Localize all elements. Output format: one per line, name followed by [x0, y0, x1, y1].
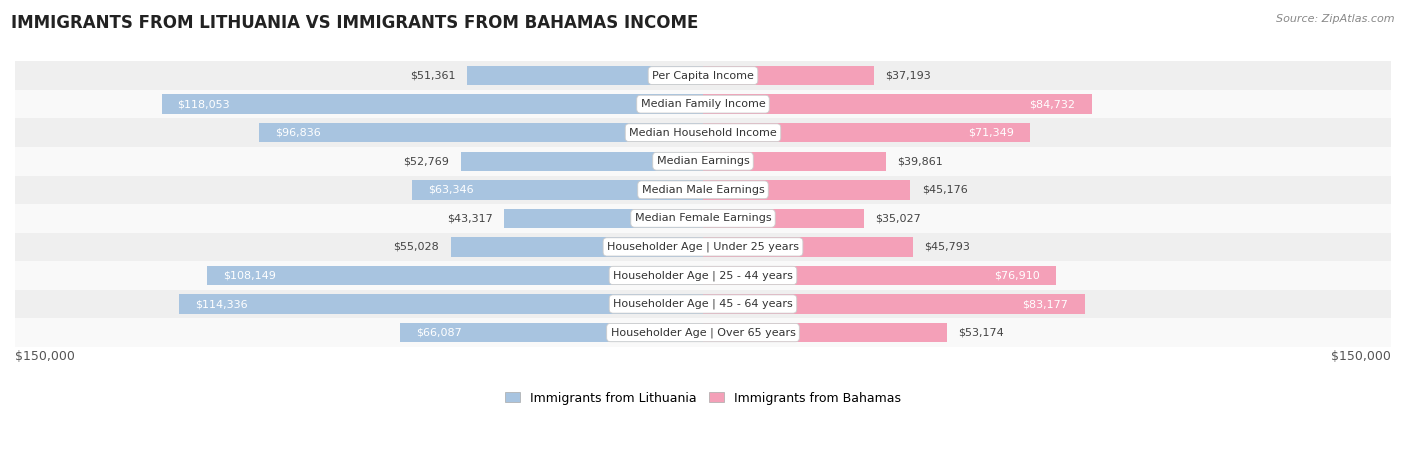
Legend: Immigrants from Lithuania, Immigrants from Bahamas: Immigrants from Lithuania, Immigrants fr… [501, 387, 905, 410]
Bar [259, 123, 703, 142]
Text: $96,836: $96,836 [276, 127, 321, 138]
Text: $52,769: $52,769 [404, 156, 450, 166]
Bar [703, 66, 873, 85]
Bar [703, 151, 886, 171]
Text: Median Household Income: Median Household Income [628, 127, 778, 138]
Text: $76,910: $76,910 [994, 270, 1039, 281]
Bar [15, 147, 1391, 176]
Text: $150,000: $150,000 [1331, 350, 1391, 363]
Bar [162, 94, 703, 114]
Bar [467, 66, 703, 85]
Bar [461, 151, 703, 171]
Bar [703, 266, 1056, 285]
Text: IMMIGRANTS FROM LITHUANIA VS IMMIGRANTS FROM BAHAMAS INCOME: IMMIGRANTS FROM LITHUANIA VS IMMIGRANTS … [11, 14, 699, 32]
Bar [703, 94, 1091, 114]
Text: $39,861: $39,861 [897, 156, 943, 166]
Bar [399, 323, 703, 342]
Bar [15, 176, 1391, 204]
Text: $150,000: $150,000 [15, 350, 75, 363]
Bar [15, 233, 1391, 261]
Text: $37,193: $37,193 [884, 71, 931, 81]
Text: Median Male Earnings: Median Male Earnings [641, 185, 765, 195]
Text: $63,346: $63,346 [429, 185, 474, 195]
Bar [703, 294, 1084, 314]
Bar [703, 123, 1031, 142]
Text: $45,176: $45,176 [922, 185, 967, 195]
Text: Per Capita Income: Per Capita Income [652, 71, 754, 81]
Text: $108,149: $108,149 [224, 270, 276, 281]
Bar [703, 180, 910, 199]
Text: Median Family Income: Median Family Income [641, 99, 765, 109]
Text: $84,732: $84,732 [1029, 99, 1076, 109]
Text: Source: ZipAtlas.com: Source: ZipAtlas.com [1277, 14, 1395, 24]
Text: Householder Age | Under 25 years: Householder Age | Under 25 years [607, 241, 799, 252]
Text: $71,349: $71,349 [969, 127, 1014, 138]
Bar [207, 266, 703, 285]
Bar [15, 204, 1391, 233]
Bar [15, 119, 1391, 147]
Text: Householder Age | 25 - 44 years: Householder Age | 25 - 44 years [613, 270, 793, 281]
Bar [15, 318, 1391, 347]
Bar [15, 290, 1391, 318]
Text: $118,053: $118,053 [177, 99, 231, 109]
Text: $53,174: $53,174 [959, 327, 1004, 338]
Bar [15, 61, 1391, 90]
Text: Median Female Earnings: Median Female Earnings [634, 213, 772, 223]
Bar [15, 90, 1391, 119]
Bar [15, 261, 1391, 290]
Text: $43,317: $43,317 [447, 213, 494, 223]
Bar [703, 323, 946, 342]
Text: $55,028: $55,028 [394, 242, 439, 252]
Bar [703, 237, 912, 256]
Bar [179, 294, 703, 314]
Text: Householder Age | 45 - 64 years: Householder Age | 45 - 64 years [613, 299, 793, 309]
Text: $51,361: $51,361 [411, 71, 456, 81]
Bar [505, 209, 703, 228]
Text: $114,336: $114,336 [194, 299, 247, 309]
Text: $66,087: $66,087 [416, 327, 461, 338]
Text: $83,177: $83,177 [1022, 299, 1069, 309]
Bar [703, 209, 863, 228]
Text: Householder Age | Over 65 years: Householder Age | Over 65 years [610, 327, 796, 338]
Bar [450, 237, 703, 256]
Text: $35,027: $35,027 [875, 213, 921, 223]
Bar [412, 180, 703, 199]
Text: Median Earnings: Median Earnings [657, 156, 749, 166]
Text: $45,793: $45,793 [925, 242, 970, 252]
